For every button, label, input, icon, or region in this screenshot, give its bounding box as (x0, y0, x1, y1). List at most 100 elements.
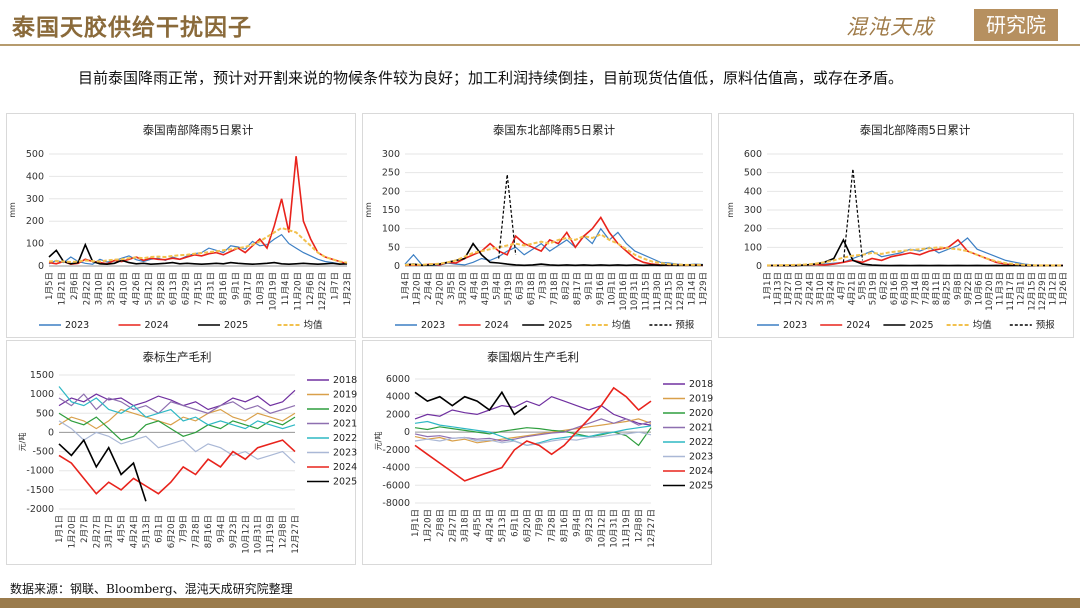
x-tick-label: 1月29日 (699, 272, 709, 305)
x-tick-label: 8月16日 (204, 515, 214, 548)
series-line-2023 (48, 233, 348, 265)
x-tick-label: 10月12日 (597, 509, 607, 548)
x-tick-label: 4月24日 (130, 515, 140, 548)
chart-panel-thai-standard-margin: 泰标生产毛利 -2000 -1500 -1000 -500 0 500 1000 1500 元/吨… (6, 340, 357, 565)
x-tick-label: 3月17日 (105, 515, 115, 548)
x-tick-label: 4月26日 (132, 272, 142, 305)
series-line-2021年 (414, 418, 652, 442)
y-axis-label: mm (364, 202, 373, 218)
x-tick-label: 6月1日 (154, 515, 164, 543)
x-tick-label: 11月20日 (293, 272, 303, 311)
x-tick-label: 7月9日 (535, 509, 545, 537)
chart-panel-smoked-sheet-margin: 泰国烟片生产毛利 -8000 -6000 -4000 -2000 0 2000 4000 600… (362, 340, 713, 565)
chart-title: 泰国北部降雨5日累计 (860, 123, 971, 137)
y-tick-label: 500 (26, 149, 44, 160)
x-tick-label: 9月16日 (596, 272, 606, 305)
footer-bar (0, 598, 1080, 608)
y-tick-label: 100 (26, 239, 44, 250)
y-tick-label: -6000 (382, 480, 410, 491)
series-line-2023年 (414, 431, 652, 447)
y-axis-label: mm (8, 202, 17, 218)
x-tick-label: 12月8日 (635, 509, 645, 542)
x-tick-label: 9月22日 (964, 272, 974, 305)
series-line-2024年 (414, 386, 652, 482)
x-tick-label: 3月25日 (107, 272, 117, 305)
y-axis-label: mm (726, 202, 735, 218)
x-tick-label: 12月30日 (676, 272, 686, 311)
x-tick-label: 6月16日 (890, 272, 900, 305)
x-tick-label: 1月7日 (331, 272, 341, 300)
x-tick-label: 10月3日 (256, 272, 266, 305)
x-tick-label: 9月1日 (231, 272, 241, 300)
x-tick-label: 12月27日 (647, 509, 657, 548)
y-tick-label: 6000 (386, 374, 410, 385)
series-line-2025 (766, 238, 1064, 267)
legend-label: 2025年 (333, 476, 357, 488)
legend-label: 2024年 (689, 465, 713, 477)
x-tick-label: 10月31日 (254, 515, 264, 554)
x-tick-label: 10月1日 (607, 272, 617, 305)
y-tick-label: 200 (744, 224, 762, 235)
legend-label: 2021年 (333, 418, 357, 430)
x-tick-label: 8月16日 (560, 509, 570, 542)
y-tick-label: 1000 (30, 389, 54, 400)
x-tick-label: 6月1日 (510, 509, 520, 537)
legend-label: 均值 (304, 319, 324, 331)
x-tick-label: 9月4日 (572, 509, 582, 537)
x-tick-label: 4月10日 (120, 272, 130, 305)
x-tick-label: 10月6日 (974, 272, 984, 305)
x-tick-label: 2月10日 (795, 272, 805, 305)
x-tick-label: 6月2日 (879, 272, 889, 300)
series-line-2021年 (58, 393, 296, 415)
series-line-2018年 (58, 389, 296, 411)
legend-label: 2024 (846, 320, 870, 331)
x-tick-label: 1月13日 (774, 272, 784, 305)
x-tick-label: 6月3日 (516, 272, 526, 300)
legend-label: 均值 (612, 319, 632, 331)
legend-label: 2019年 (333, 389, 357, 401)
x-tick-label: 2月27日 (448, 509, 458, 542)
x-tick-label: 2月7日 (80, 515, 90, 543)
series-line-2024 (48, 156, 348, 266)
x-tick-label: 7月14日 (911, 272, 921, 305)
x-tick-label: 8月17日 (573, 272, 583, 305)
series-line-2019年 (414, 418, 652, 444)
legend-label: 2022年 (689, 436, 713, 448)
x-tick-label: 5月19日 (504, 272, 514, 305)
legend-label: 2023年 (333, 447, 357, 459)
legend-label: 2023 (65, 320, 89, 331)
y-tick-label: 500 (36, 408, 54, 419)
series-line-2019年 (58, 408, 296, 430)
y-axis-label: 元/吨 (373, 432, 383, 451)
x-tick-label: 5月13日 (142, 515, 152, 548)
x-tick-label: 1月1日 (411, 509, 421, 537)
x-tick-label: 7月28日 (192, 515, 202, 548)
x-tick-label: 1月20日 (423, 509, 433, 542)
series-line-2023年 (58, 420, 296, 464)
chart-title: 泰国南部降雨5日累计 (143, 123, 254, 137)
x-tick-label: 10月31日 (630, 272, 640, 311)
x-tick-label: 3月10日 (816, 272, 826, 305)
series-line-2025年 (58, 438, 147, 502)
x-tick-label: 1月5日 (45, 272, 55, 300)
x-tick-label: 2月4日 (424, 272, 434, 300)
y-tick-label: -500 (32, 447, 54, 458)
x-tick-label: 1月20日 (412, 272, 422, 305)
x-tick-label: 9月17日 (244, 272, 254, 305)
y-axis-label: 元/吨 (17, 433, 27, 452)
chart-title: 泰国东北部降雨5日累计 (493, 123, 616, 137)
series-line-2024年 (58, 439, 296, 495)
chart-title: 泰国烟片生产毛利 (487, 350, 579, 364)
y-tick-label: 0 (394, 261, 400, 272)
x-tick-label: 5月5日 (858, 272, 868, 300)
x-tick-label: 12月27日 (291, 515, 301, 554)
x-tick-label: 10月19日 (269, 272, 279, 311)
x-tick-label: 11月19日 (622, 509, 632, 548)
x-tick-label: 12月15日 (1027, 272, 1037, 311)
x-tick-label: 9月23日 (229, 515, 239, 548)
data-source-note: 数据来源：钢联、Bloomberg、混沌天成研究院整理 (10, 582, 293, 596)
x-tick-label: 9月8日 (953, 272, 963, 300)
chart-title: 泰标生产毛利 (143, 350, 212, 364)
x-tick-label: 6月13日 (169, 272, 179, 305)
legend-label: 2025 (909, 320, 933, 331)
